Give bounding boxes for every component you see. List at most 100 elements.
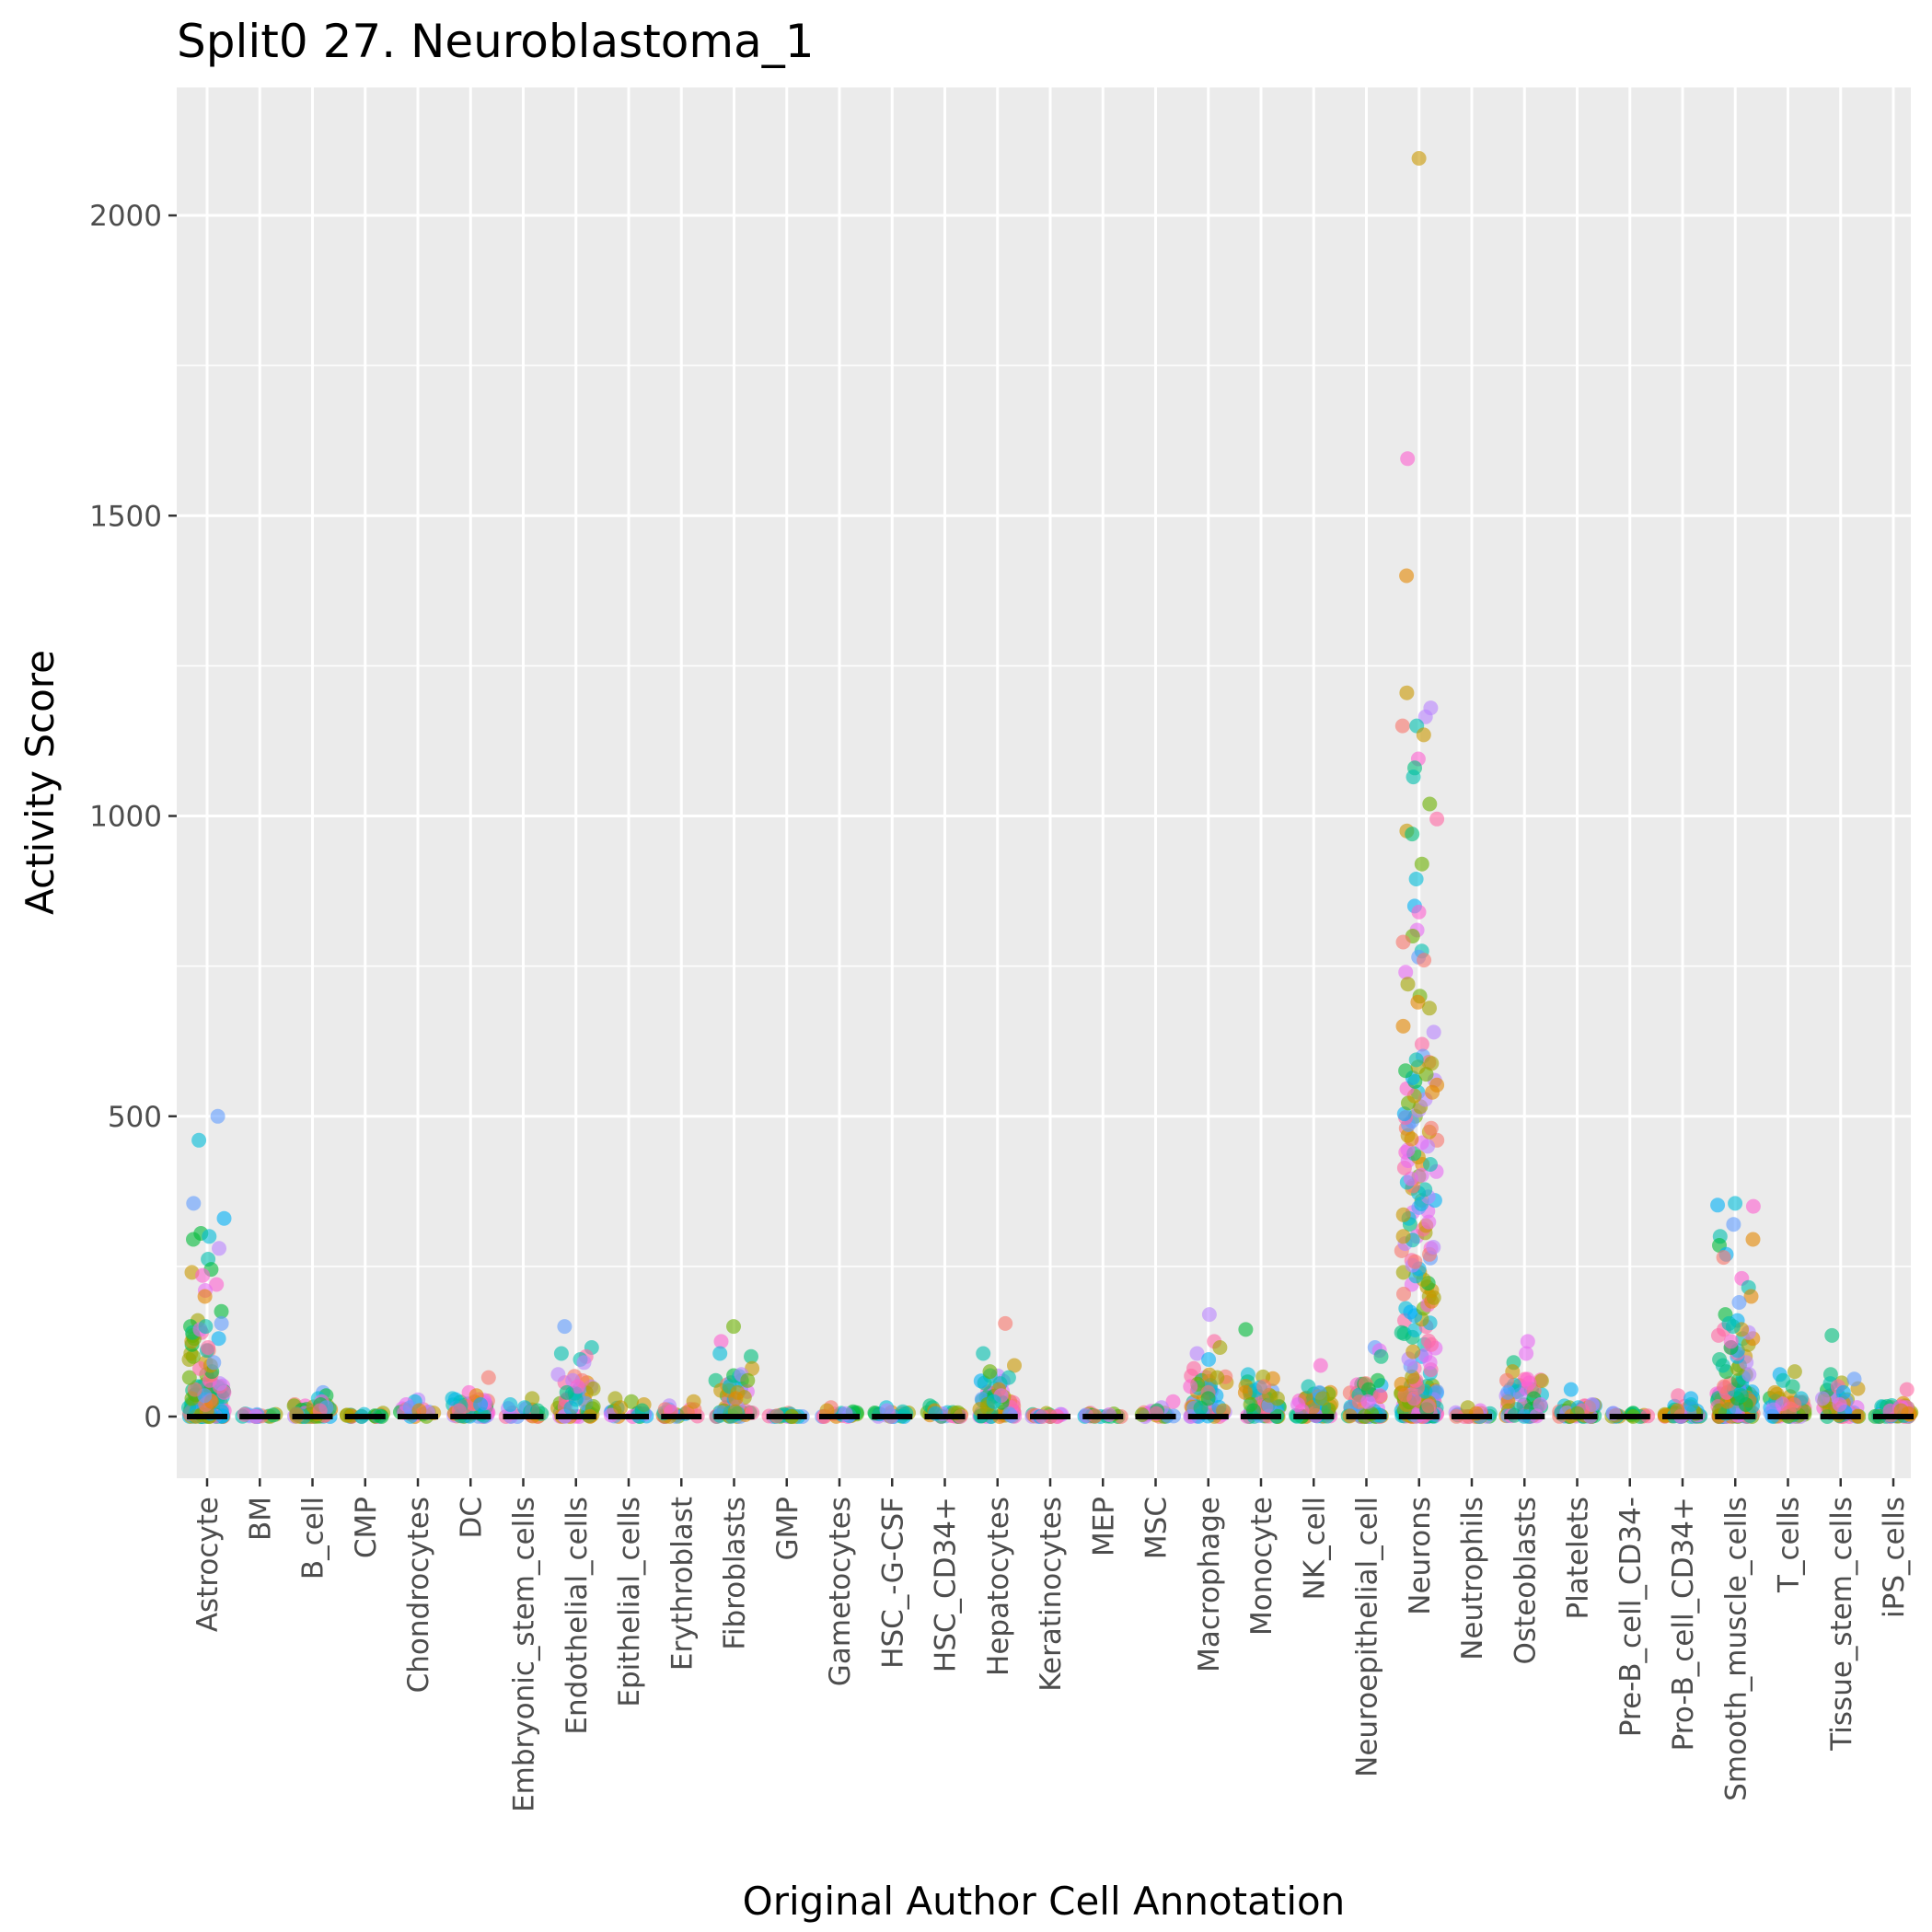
x-tick-label: Neutrophils (1456, 1497, 1489, 1660)
data-point (1408, 1052, 1424, 1068)
data-point (473, 1397, 489, 1412)
data-point (1414, 1167, 1429, 1183)
data-point (1411, 904, 1427, 920)
data-point (1395, 1018, 1411, 1034)
data-point (1313, 1358, 1328, 1373)
data-point (197, 1289, 213, 1304)
data-point (1398, 1063, 1414, 1079)
data-point (1394, 1376, 1409, 1392)
data-point (1209, 1370, 1225, 1385)
data-point (563, 1400, 579, 1416)
data-point (1414, 1036, 1429, 1052)
data-point (1421, 1214, 1437, 1230)
plot-panel (177, 87, 1911, 1478)
x-tick-label: Gametocytes (824, 1497, 857, 1686)
x-tick-label: Keratinocytes (1035, 1497, 1068, 1692)
data-point (191, 1132, 207, 1148)
data-point (517, 1400, 532, 1416)
data-point (1394, 718, 1410, 734)
data-point (728, 1391, 744, 1406)
y-tick-label: 0 (144, 1401, 162, 1434)
data-point (1398, 965, 1414, 980)
data-point (1321, 1402, 1336, 1417)
x-tick-label: Pro-B_cell_CD34+ (1667, 1497, 1700, 1751)
data-point (686, 1394, 701, 1409)
data-point (745, 1360, 760, 1376)
data-point (1500, 1384, 1516, 1400)
data-point (1723, 1334, 1739, 1349)
data-point (1824, 1327, 1840, 1343)
data-point (1745, 1198, 1761, 1214)
data-point (1519, 1346, 1534, 1361)
x-tick-label: CMP (350, 1497, 383, 1558)
data-point (613, 1400, 629, 1416)
data-point (559, 1384, 574, 1400)
data-point (1417, 953, 1432, 968)
data-point (1395, 1207, 1411, 1222)
data-point (1421, 1333, 1436, 1348)
x-tick-label: Epithelial_cells (613, 1497, 646, 1707)
x-axis: Astrocyte BM B_cell CMP Chondrocytes DC Embryo… (191, 1478, 1911, 1812)
data-point (1899, 1382, 1915, 1397)
data-point (1423, 1120, 1439, 1136)
x-tick-label: Embryonic_stem_cells (508, 1497, 541, 1812)
data-point (1186, 1360, 1201, 1376)
data-point (744, 1348, 758, 1364)
y-tick-label: 1500 (89, 500, 162, 533)
y-tick-label: 500 (108, 1101, 162, 1134)
data-point (1410, 994, 1426, 1010)
data-point (1400, 451, 1416, 467)
x-tick-label: HSC_-G-CSF (876, 1497, 909, 1669)
x-tick-label: B_cell (297, 1497, 330, 1579)
data-point (1238, 1322, 1254, 1337)
x-tick-label: Macrophage (1193, 1497, 1226, 1672)
data-point (186, 1196, 202, 1211)
data-point (1399, 685, 1415, 700)
data-point (1533, 1373, 1549, 1389)
data-point (1423, 1157, 1438, 1172)
data-point (1408, 872, 1424, 886)
data-point (210, 1108, 226, 1124)
data-point (1007, 1358, 1022, 1373)
data-point (557, 1319, 573, 1335)
y-tick-label: 1000 (89, 801, 162, 834)
data-point (1269, 1391, 1285, 1406)
data-point (1396, 1286, 1411, 1301)
data-point (1520, 1371, 1535, 1387)
x-tick-label: NK_cell (1298, 1497, 1331, 1600)
x-tick-label: Erythroblast (665, 1497, 699, 1671)
x-tick-label: T_cells (1773, 1497, 1806, 1593)
data-point (202, 1229, 217, 1244)
data-point (1183, 1379, 1198, 1394)
data-point (570, 1379, 585, 1394)
data-point (713, 1334, 729, 1349)
data-point (480, 1370, 496, 1385)
data-point (1314, 1391, 1330, 1406)
data-point (1189, 1346, 1205, 1361)
minor-gridlines (177, 364, 1911, 1267)
data-point (1301, 1379, 1316, 1394)
y-tick-label: 2000 (89, 200, 162, 233)
data-point (214, 1303, 229, 1319)
data-point (1745, 1232, 1761, 1247)
data-point (186, 1232, 201, 1247)
x-tick-label: Monocyte (1245, 1497, 1278, 1636)
x-axis-title: Original Author Cell Annotation (743, 1879, 1346, 1924)
major-gridlines (177, 87, 1911, 1478)
x-tick-label: Fibroblasts (719, 1497, 752, 1650)
data-point (1716, 1250, 1731, 1266)
data-point (1411, 151, 1427, 166)
data-point (1403, 1304, 1418, 1320)
data-point (1405, 1369, 1420, 1384)
data-point (216, 1210, 232, 1226)
data-point (1400, 977, 1416, 992)
data-point (1499, 1372, 1514, 1388)
data-point (1212, 1340, 1228, 1355)
x-tick-label: DC (455, 1497, 488, 1539)
x-tick-label: MEP (1087, 1497, 1120, 1556)
x-tick-label: Tissue_stem_cells (1825, 1497, 1858, 1752)
data-point (503, 1397, 518, 1412)
data-point (1237, 1384, 1253, 1400)
data-point (1406, 769, 1421, 785)
data-point (1426, 1024, 1441, 1040)
